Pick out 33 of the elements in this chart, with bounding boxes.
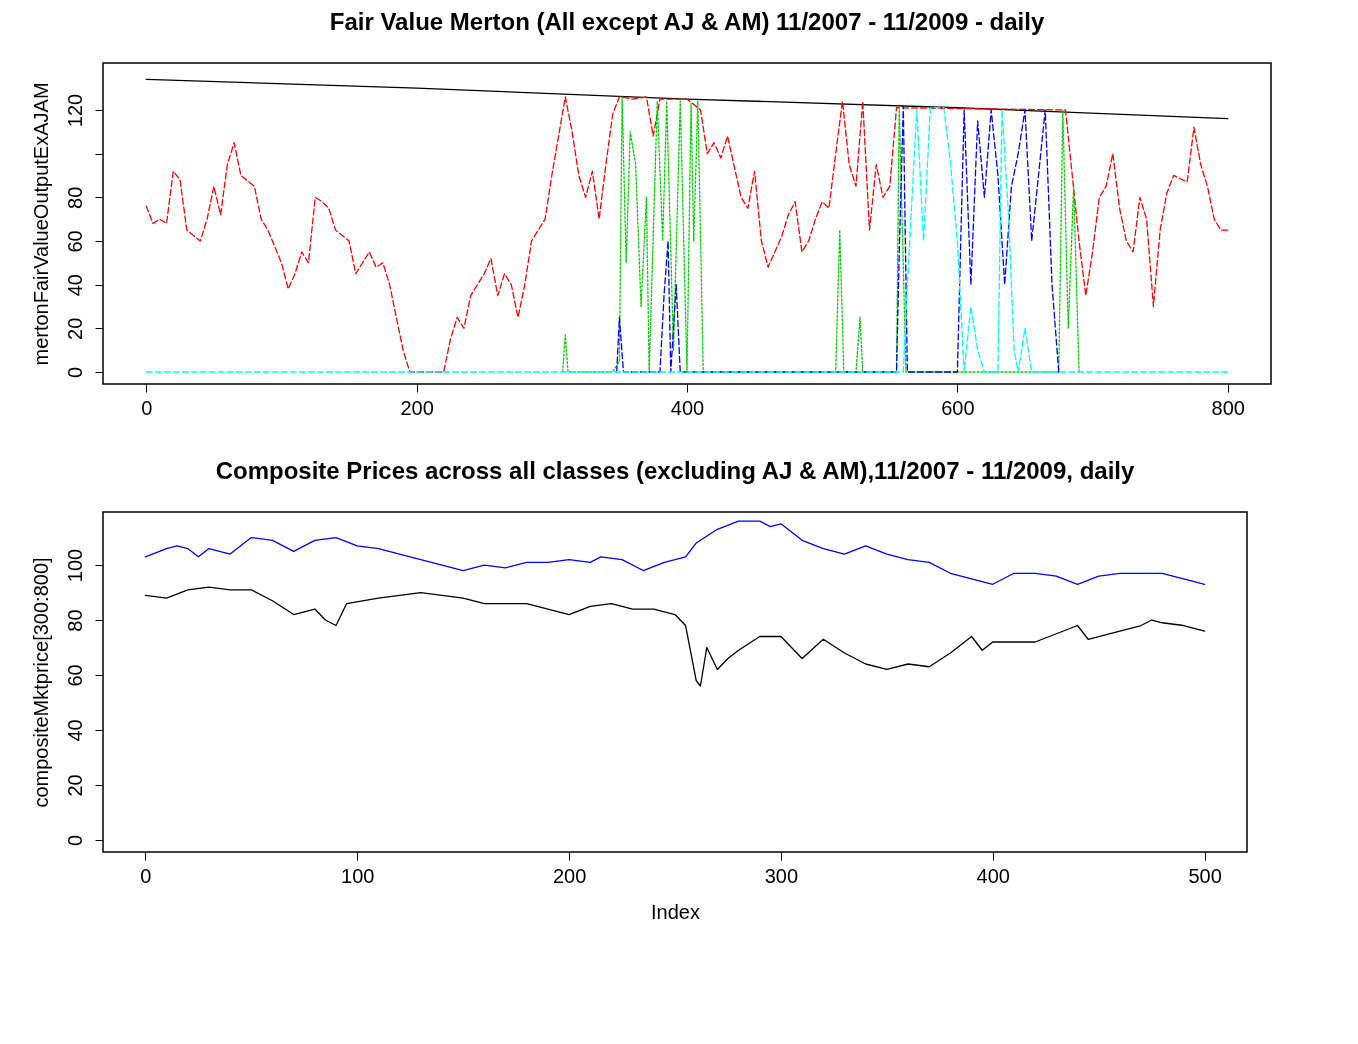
y-tick-label: 120 (63, 93, 86, 128)
line-series (144, 520, 1206, 585)
y-tick-label: 40 (63, 274, 86, 297)
line-series (561, 96, 1080, 373)
x-tick-label: 800 (1211, 396, 1245, 419)
y-tick-label: 0 (63, 834, 86, 846)
x-tick-label: 600 (941, 396, 975, 419)
chart-title: Composite Prices across all classes (excluding AJ & AM),11/2007 - 11/2009, daily (215, 457, 1135, 484)
x-tick-label: 400 (976, 864, 1010, 887)
x-tick-label: 300 (764, 864, 799, 887)
y-tick-label: 20 (63, 317, 86, 340)
y-tick-label: 0 (63, 366, 86, 379)
chart-title: Fair Value Merton (All except AJ & AM) 11/2007 - 11/2009 - daily (329, 8, 1045, 35)
x-tick-label: 100 (341, 864, 375, 887)
x-tick-label: 200 (400, 396, 434, 419)
line-series (144, 586, 1206, 687)
x-tick-label: 0 (140, 864, 152, 887)
x-tick-label: 200 (552, 864, 587, 887)
x-tick-label: 0 (141, 396, 153, 419)
x-tick-label: 400 (670, 396, 705, 419)
x-tick-label: 500 (1188, 864, 1222, 887)
x-axis-title: Index (651, 900, 700, 923)
y-tick-label: 60 (63, 230, 86, 253)
y-tick-label: 20 (63, 774, 86, 797)
y-tick-label: 100 (63, 548, 86, 583)
line-series (145, 78, 1229, 120)
line-series (616, 104, 1060, 373)
y-tick-label: 80 (63, 609, 86, 632)
y-tick-label: 60 (63, 664, 86, 687)
y-tick-label: 80 (63, 186, 86, 209)
y-axis-title: compositeMktprice[300:800] (29, 557, 52, 808)
y-tick-label: 40 (63, 719, 86, 742)
y-axis-title: mertonFairValueOutputExAJAM (29, 82, 52, 366)
